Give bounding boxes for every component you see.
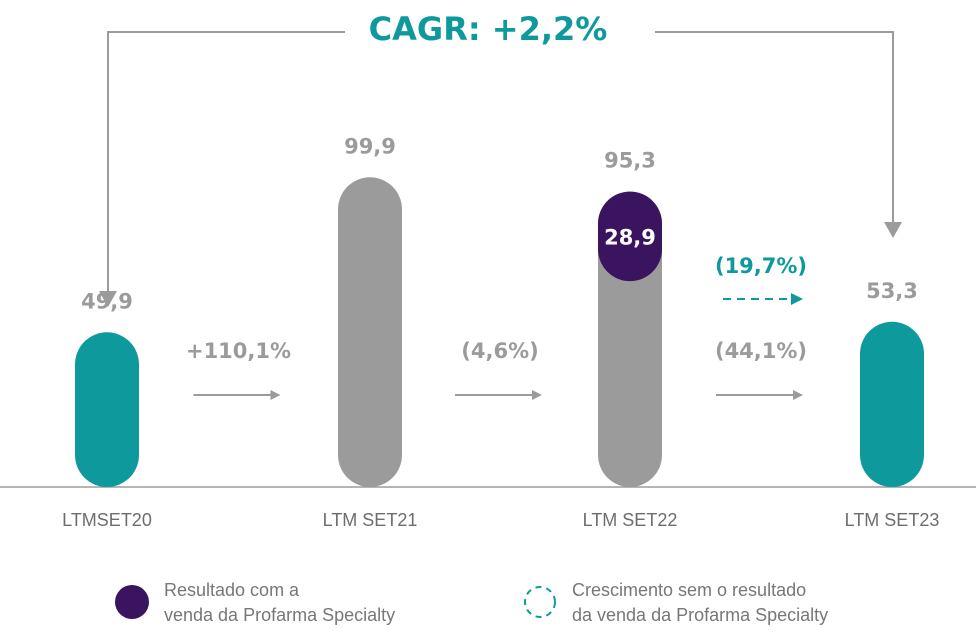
arrowhead bbox=[884, 222, 902, 238]
growth-label: (44,1%) bbox=[715, 339, 807, 363]
value-label: 53,3 bbox=[866, 279, 918, 303]
x-tick-label: LTM SET23 bbox=[845, 510, 940, 530]
legend-label: da venda da Profarma Specialty bbox=[572, 605, 828, 625]
connector-right bbox=[655, 31, 894, 222]
legend-label: venda da Profarma Specialty bbox=[164, 605, 395, 625]
highlight-label: 28,9 bbox=[604, 226, 656, 250]
connector-left bbox=[107, 31, 345, 296]
arrowhead bbox=[99, 291, 117, 307]
x-tick-label: LTMSET20 bbox=[62, 510, 152, 530]
legend-swatch bbox=[115, 585, 149, 619]
legend-label: Crescimento sem o resultado bbox=[572, 580, 806, 600]
legend-swatch bbox=[524, 586, 556, 618]
value-label: 49,9 bbox=[81, 289, 133, 313]
growth-excl-label: (19,7%) bbox=[715, 254, 807, 278]
value-label: 99,9 bbox=[344, 134, 396, 158]
bar bbox=[75, 332, 139, 487]
highlight-segment bbox=[598, 191, 662, 282]
x-tick-label: LTM SET22 bbox=[583, 510, 678, 530]
growth-label: (4,6%) bbox=[461, 339, 538, 363]
legend-label: Resultado com a bbox=[164, 580, 300, 600]
chart-title: CAGR: +2,2% bbox=[369, 10, 608, 48]
value-label: 95,3 bbox=[604, 149, 656, 173]
bar bbox=[860, 321, 924, 487]
cagr-connector bbox=[107, 31, 894, 296]
x-tick-label: LTM SET21 bbox=[323, 510, 418, 530]
growth-label: +110,1% bbox=[186, 339, 291, 363]
bar bbox=[338, 177, 402, 487]
